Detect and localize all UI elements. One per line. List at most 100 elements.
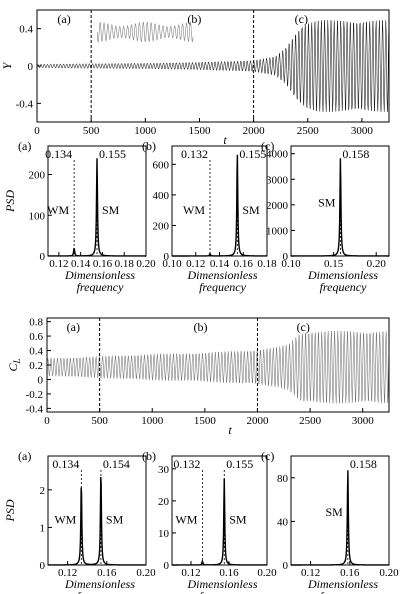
- x-tick-label: 0: [34, 125, 40, 137]
- y-tick-label: -0.4: [16, 98, 34, 110]
- x-tick-label: 0.20: [136, 258, 156, 270]
- peak-frequency-label-1: 0.132: [173, 457, 200, 471]
- x-tick-label: 2000: [243, 125, 266, 137]
- psd-axes-frame: [47, 455, 147, 566]
- x-tick-label: 0.20: [136, 567, 156, 579]
- x-tick-label: 2500: [297, 125, 320, 137]
- y-tick-label: 80: [277, 473, 289, 485]
- peak-frequency-label-2: 0.155: [226, 457, 253, 471]
- y-tick-label: -0.4: [26, 403, 44, 415]
- y-tick-label: 100: [29, 210, 46, 222]
- x-tick-label: 0.15: [324, 258, 344, 270]
- y-tick-label: 0.8: [29, 317, 43, 329]
- x-tick-label: 0.16: [340, 567, 360, 579]
- panel-letter-label: (a): [18, 449, 31, 463]
- x-axis-label: t: [228, 423, 232, 437]
- y-tick-label: -0.2: [26, 389, 43, 401]
- y-tick-label: 4000: [266, 149, 289, 161]
- time-series-axes-frame: [46, 317, 390, 413]
- y-tick-label: 0.2: [29, 360, 43, 372]
- x-tick-label: 0.16: [219, 567, 239, 579]
- psd-axes-frame: [290, 455, 390, 566]
- x-tick-label: 0.14: [71, 258, 91, 270]
- regime-label-2: (c): [295, 12, 308, 26]
- y-tick-label: 600: [153, 159, 170, 171]
- psd-plot-bottom-c: 0.12 0.16 0.20 0 40 80 0.158 SM (c) Dimensionless…: [261, 449, 399, 594]
- x-tick-label: 1000: [134, 125, 157, 137]
- y-tick-label: 0: [38, 374, 44, 386]
- y-tick-label: 0.4: [29, 346, 43, 358]
- x-axis-label-line2: frequency: [199, 589, 247, 594]
- regime-label-0: (a): [67, 320, 80, 334]
- psd-axes-frame: [47, 145, 147, 257]
- psd-curve: [291, 158, 389, 257]
- x-tick-label: 0.20: [379, 567, 399, 579]
- peak-frequency-label-1: 0.134: [52, 457, 79, 471]
- psd-axes-frame: [171, 455, 268, 566]
- psd-plot-bottom-a: 0.12 0.16 0.20 0 1 2 0.134 0.154 WM SM (a) PSD Dimen…: [3, 449, 156, 594]
- y-tick-label: 1000: [266, 225, 289, 237]
- x-axis-label-line1: Dimensionless: [187, 577, 258, 591]
- x-tick-label: 0.18: [257, 258, 277, 270]
- x-tick-label: 0.12: [186, 258, 205, 270]
- x-tick-label: 0.10: [162, 258, 182, 270]
- x-axis-label-line1: Dimensionless: [307, 268, 378, 282]
- inset-zoom-signal: [96, 21, 194, 44]
- y-tick-label: 0: [283, 560, 289, 572]
- regime-label-0: (a): [57, 12, 70, 26]
- y-axis-label: PSD: [3, 190, 17, 213]
- x-tick-label: 2000: [246, 415, 269, 427]
- panel-letter-label: (a): [18, 139, 31, 153]
- panel-letter-label: (c): [261, 139, 274, 153]
- wm-label: WM: [47, 203, 69, 217]
- x-axis-label-line2: frequency: [77, 280, 125, 294]
- y-tick-label: 30: [158, 464, 170, 476]
- x-tick-label: 0.14: [210, 258, 230, 270]
- regime-label-1: (b): [194, 320, 208, 334]
- signal-line: [36, 20, 390, 112]
- sm-label: SM: [318, 196, 336, 210]
- x-tick-label: 2500: [299, 415, 322, 427]
- peak-frequency-label-2: 0.155: [99, 147, 126, 161]
- y-tick-label: 20: [158, 496, 170, 508]
- y-tick-label: 400: [153, 190, 170, 202]
- x-tick-label: 1500: [194, 415, 217, 427]
- wm-label: WM: [175, 513, 197, 527]
- x-tick-label: 1500: [188, 125, 211, 137]
- psd-axes-frame: [290, 145, 390, 257]
- time-series-plot-2: 0 500 1000 1500 2000 2500 3000 -0.4 -0.2 0 0.2 0.4 0…: [6, 317, 390, 437]
- peak-frequency-label-2: 0.155: [239, 147, 266, 161]
- x-tick-label: 0.12: [181, 567, 200, 579]
- x-tick-label: 0.18: [115, 258, 135, 270]
- x-tick-label: 0.16: [97, 567, 117, 579]
- peak-frequency-label-1: 0.158: [350, 457, 377, 471]
- sm-label: SM: [102, 203, 120, 217]
- x-axis-label-line1: Dimensionless: [64, 268, 135, 282]
- x-tick-label: 3000: [351, 125, 374, 137]
- psd-axes-frame: [171, 145, 268, 257]
- sm-label: SM: [242, 203, 260, 217]
- peak-frequency-label-1: 0.134: [45, 147, 72, 161]
- wm-label: WM: [54, 513, 76, 527]
- x-axis-label-line1: Dimensionless: [187, 268, 258, 282]
- x-tick-label: 500: [83, 125, 100, 137]
- y-tick-label: 0: [40, 560, 46, 572]
- x-tick-label: 3000: [352, 415, 375, 427]
- panel-letter-label: (b): [142, 139, 156, 153]
- signal-line: [46, 331, 390, 404]
- x-tick-label: 0.20: [367, 258, 387, 270]
- x-tick-label: 0.16: [93, 258, 113, 270]
- peak-frequency-label-2: 0.154: [103, 457, 130, 471]
- x-tick-label: 1000: [141, 415, 164, 427]
- sm-label: SM: [106, 513, 124, 527]
- y-tick-label: 200: [153, 220, 170, 232]
- y-tick-label: 0.4: [19, 24, 33, 36]
- x-tick-label: 0.12: [301, 567, 320, 579]
- y-tick-label: 1: [40, 522, 46, 534]
- x-axis-label-line2: frequency: [199, 280, 247, 294]
- x-tick-label: 0.12: [49, 258, 68, 270]
- y-tick-label: 0: [164, 251, 170, 263]
- x-axis-label: t: [223, 133, 227, 147]
- y-tick-label: 0.6: [29, 331, 43, 343]
